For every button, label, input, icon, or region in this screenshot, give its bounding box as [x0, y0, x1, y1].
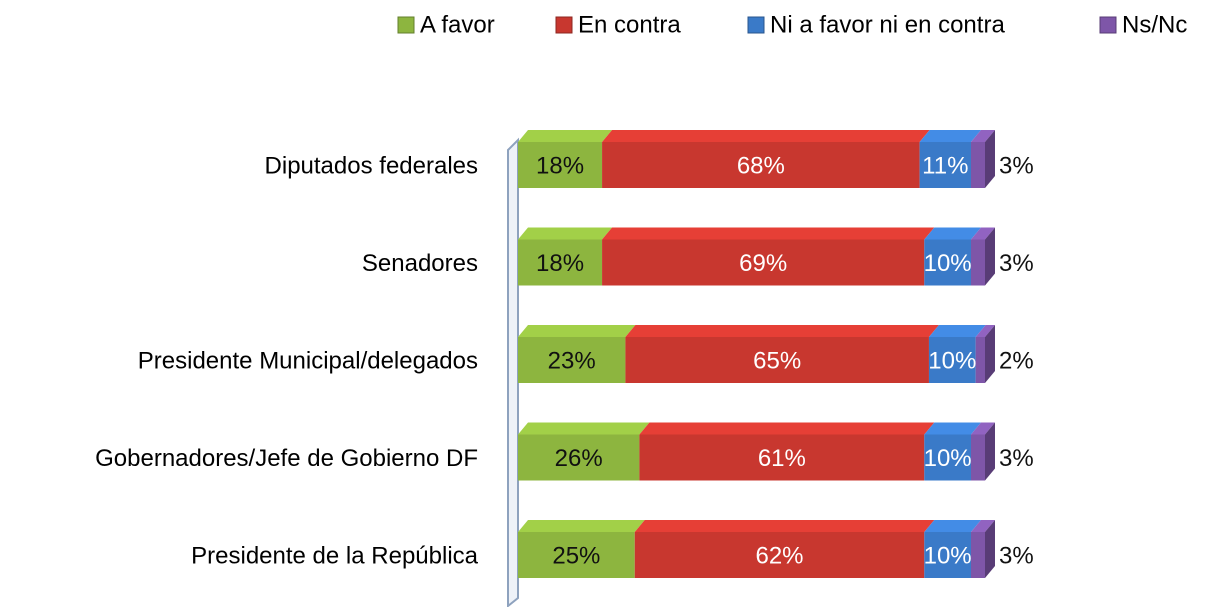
value-label: 3% [999, 445, 1034, 472]
bar-segment [970, 130, 995, 188]
bar-segment [970, 227, 995, 286]
axis-wall [507, 137, 519, 607]
bar-segment [518, 130, 613, 188]
bar-segment [970, 422, 995, 481]
category-label: Presidente de la República [191, 542, 479, 569]
value-label: 11% [922, 152, 968, 179]
value-label: 10% [924, 445, 972, 472]
category-label: Gobernadores/Jefe de Gobierno DF [95, 445, 478, 472]
value-label: 3% [999, 250, 1034, 277]
category-label: Presidente Municipal/delegados [138, 347, 478, 374]
bar-segment [518, 227, 613, 286]
legend-swatch [397, 16, 415, 34]
bar-segment [970, 520, 995, 578]
bar-segment [518, 422, 650, 481]
category-label: Diputados federales [265, 152, 478, 179]
value-label: 26% [555, 445, 603, 472]
value-label: 3% [999, 542, 1034, 569]
value-label: 18% [536, 250, 584, 277]
value-label: 69% [739, 250, 787, 277]
bar-segment [639, 422, 935, 481]
bar-segment [602, 227, 935, 286]
legend-label: Ni a favor ni en contra [770, 11, 1005, 38]
legend-swatch [555, 16, 573, 34]
legend-swatch [1099, 16, 1117, 34]
category-label: Senadores [362, 250, 478, 277]
value-label: 10% [924, 250, 972, 277]
bar-segment [924, 520, 981, 578]
bar-segment [518, 520, 645, 578]
legend-swatch [747, 16, 765, 34]
value-label: 10% [924, 542, 972, 569]
bar-segment [518, 325, 636, 383]
bar-segment [924, 422, 981, 481]
bar-segment [975, 325, 995, 383]
value-label: 3% [999, 152, 1034, 179]
legend-label: En contra [578, 11, 681, 38]
value-label: 65% [753, 347, 801, 374]
value-label: 23% [548, 347, 596, 374]
bar-segment [928, 325, 986, 383]
value-label: 62% [755, 542, 803, 569]
bar-segment [602, 130, 930, 188]
value-label: 61% [758, 445, 806, 472]
bar-segment [634, 520, 935, 578]
bar-segment [625, 325, 939, 383]
value-label: 18% [536, 152, 584, 179]
value-label: 2% [999, 347, 1034, 374]
value-label: 25% [552, 542, 600, 569]
value-label: 10% [928, 347, 976, 374]
bar-segment [919, 130, 981, 188]
bar-segment [924, 227, 981, 286]
legend-label: A favor [420, 11, 495, 38]
legend-label: Ns/Nc [1122, 11, 1187, 38]
value-label: 68% [737, 152, 785, 179]
